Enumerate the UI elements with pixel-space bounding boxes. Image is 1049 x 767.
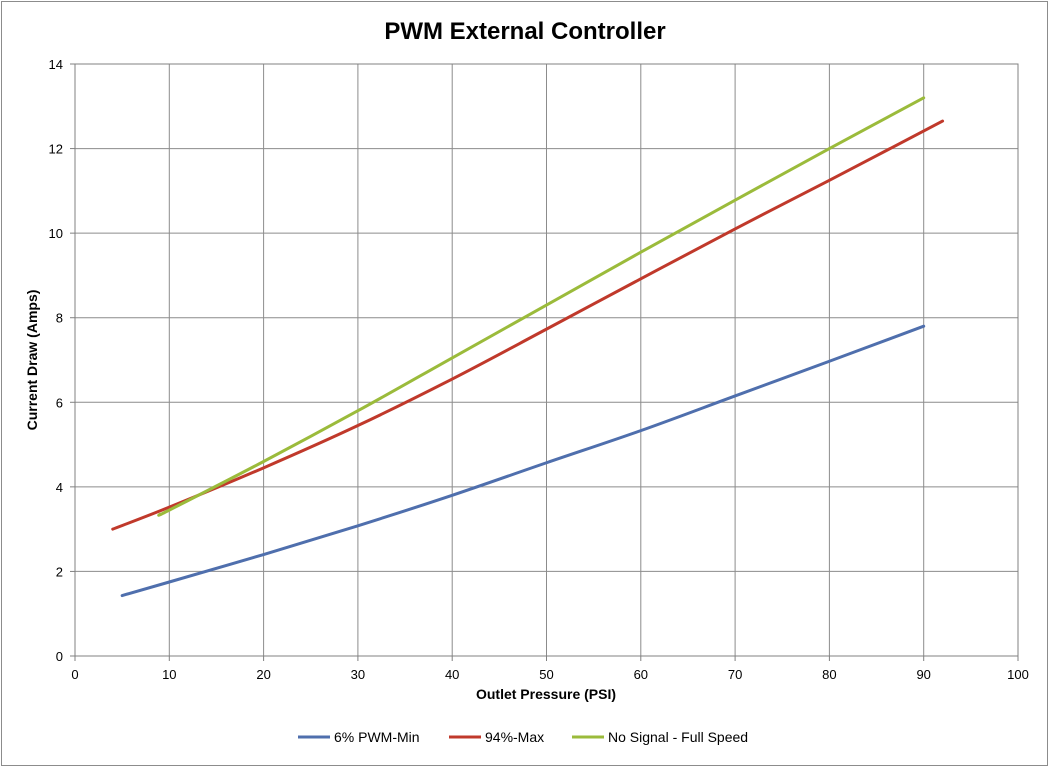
- x-tick-label: 50: [539, 667, 553, 682]
- x-tick-label: 90: [916, 667, 930, 682]
- plot-area: [74, 63, 1019, 657]
- series-line-2: [111, 119, 945, 531]
- x-tick-label: 80: [822, 667, 836, 682]
- x-tick-label: 10: [162, 667, 176, 682]
- series-line-1: [120, 324, 926, 598]
- x-tick-label: 70: [728, 667, 742, 682]
- y-tick-label: 14: [49, 57, 63, 72]
- x-tick-label: 0: [71, 667, 78, 682]
- x-tick-label: 20: [256, 667, 270, 682]
- series-line-3: [157, 96, 926, 517]
- y-tick-label: 2: [56, 564, 63, 579]
- x-axis-label: Outlet Pressure (PSI): [476, 686, 616, 702]
- x-tick-label: 100: [1007, 667, 1029, 682]
- axis-tick-labels: 0 10 20 30 40 50 60 70 80 90 100 0 2 4 6 8 10 12 14: [49, 57, 1029, 682]
- legend-label-1: 6% PWM-Min: [334, 729, 420, 745]
- y-tick-label: 10: [49, 226, 63, 241]
- x-tick-label: 40: [445, 667, 459, 682]
- y-tick-label: 6: [56, 395, 63, 410]
- y-tick-label: 12: [49, 142, 63, 157]
- x-tick-label: 60: [634, 667, 648, 682]
- y-axis-label: Current Draw (Amps): [24, 290, 40, 431]
- legend-label-3: No Signal - Full Speed: [608, 729, 748, 745]
- x-tick-label: 30: [351, 667, 365, 682]
- chart-title: PWM External Controller: [384, 18, 665, 45]
- series-lines: [111, 96, 945, 598]
- legend-label-2: 94%-Max: [485, 729, 544, 745]
- y-tick-label: 8: [56, 311, 63, 326]
- y-tick-label: 0: [56, 649, 63, 664]
- gridlines: [70, 63, 1019, 661]
- y-tick-label: 4: [56, 480, 63, 495]
- legend: 6% PWM-Min 94%-Max No Signal - Full Speed: [298, 729, 748, 745]
